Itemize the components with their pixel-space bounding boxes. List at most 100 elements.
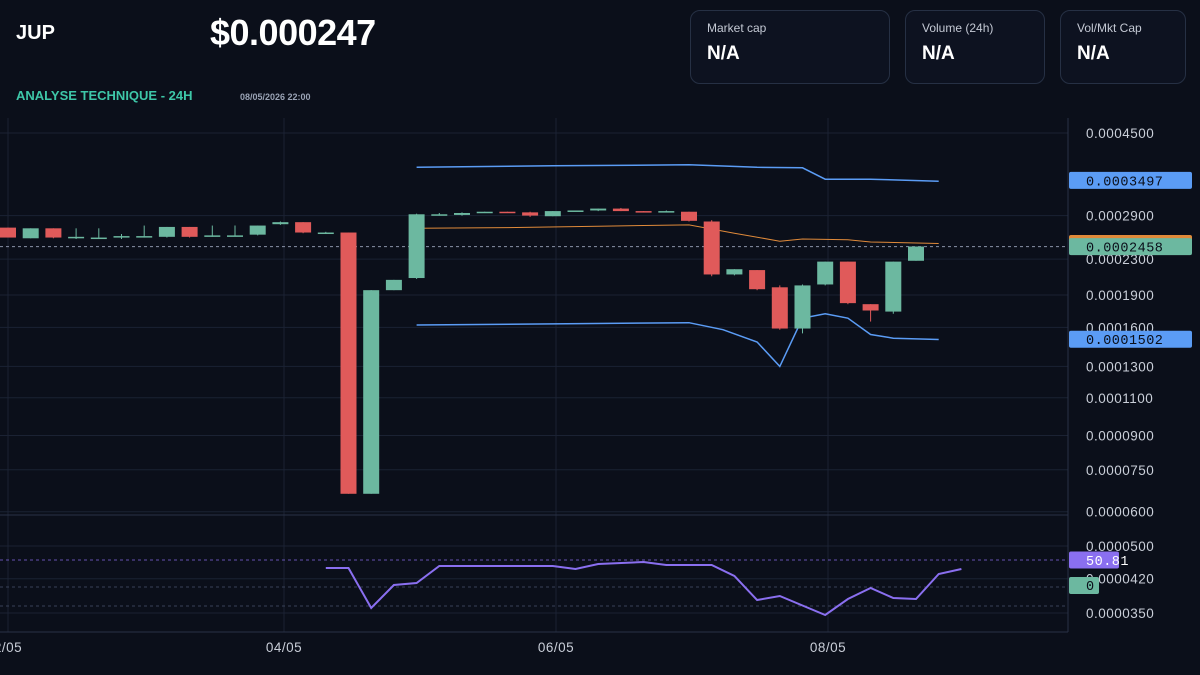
rsi-zero-tag: 0 [1069, 577, 1099, 595]
candle-body [385, 279, 402, 291]
candle-12 [272, 221, 289, 225]
x-tick-label: 2/05 [0, 640, 22, 655]
candle-body [817, 261, 834, 285]
rsi-line [325, 560, 962, 617]
candle-body [363, 290, 380, 494]
candle-30 [681, 211, 697, 222]
volume-card: Volume (24h) N/A [905, 10, 1045, 84]
candle-1 [22, 228, 39, 239]
rsi-zero-label: 0 [1086, 580, 1095, 595]
price-tag-bg [1069, 330, 1192, 348]
current-price: $0.000247 [210, 12, 376, 53]
candle-body [794, 285, 811, 329]
candle-body [158, 226, 175, 237]
candle-body [590, 208, 607, 211]
candle-8 [181, 226, 198, 238]
candle-body [681, 211, 697, 221]
x-tick-label: 06/05 [538, 640, 574, 655]
price-tag-bg [1069, 171, 1192, 189]
candle-body [454, 213, 470, 215]
candle-body [658, 211, 675, 213]
candle-body [476, 211, 493, 214]
candle-25 [567, 210, 584, 212]
candle-body [136, 236, 153, 238]
y-tick-label: 0.0000500 [1086, 539, 1154, 554]
y-tick-label: 0.0004500 [1086, 126, 1154, 141]
y-tick-label: 0.0000600 [1086, 505, 1154, 520]
price-tag-label: 0.0003497 [1086, 175, 1163, 190]
candle-body [522, 212, 539, 216]
candle-body [771, 287, 788, 329]
candle-39 [885, 261, 902, 314]
candle-20 [454, 212, 470, 216]
bollinger-upper-line [416, 164, 939, 183]
y-tick-label: 0.0001900 [1086, 288, 1154, 303]
candle-15 [340, 232, 357, 494]
candle-body [749, 270, 766, 290]
candle-body [703, 221, 720, 275]
candle-body [635, 211, 652, 213]
volume-label: Volume (24h) [922, 21, 994, 35]
bollinger-lower-line [416, 313, 939, 368]
volume-value: N/A [922, 43, 955, 64]
candle-34 [771, 285, 788, 330]
candle-body [567, 210, 584, 212]
candle-2 [45, 228, 62, 239]
vol-mkt-cap-card: Vol/Mkt Cap N/A [1060, 10, 1186, 84]
candle-body [340, 232, 357, 494]
candle-body [839, 261, 856, 304]
candle-17 [385, 279, 402, 291]
rsi-value-tag-bg [1069, 551, 1119, 569]
analysis-timestamp: 08/05/2026 22:00 [240, 92, 311, 102]
candle-26 [590, 208, 607, 212]
y-tick-label: 0.0000900 [1086, 428, 1154, 443]
candle-body [862, 304, 879, 311]
price-tag-2: 0.0002458 [1069, 238, 1192, 257]
candle-body [45, 228, 62, 238]
candle-32 [726, 269, 743, 276]
market-cap-card: Market cap N/A [690, 10, 890, 84]
candle-body [544, 211, 561, 217]
price-tag-label: 0.0001502 [1086, 334, 1163, 349]
candle-body [181, 226, 198, 237]
candle-body [227, 235, 243, 237]
candle-0 [0, 227, 16, 238]
candle-40 [908, 246, 924, 261]
candle-body [317, 232, 334, 235]
candle-33 [749, 270, 766, 291]
candle-37 [839, 261, 856, 305]
x-tick-label: 04/05 [266, 640, 302, 655]
candle-body [295, 222, 312, 233]
candle-body [204, 235, 221, 237]
candle-body [68, 236, 85, 239]
rsi-value-tag: 50.81 [1069, 551, 1129, 570]
price-tag-label: 0.0002458 [1086, 242, 1163, 257]
candle-body [90, 237, 107, 240]
analysis-title: ANALYSE TECHNIQUE - 24H [16, 88, 193, 103]
candle-36 [817, 261, 834, 286]
candle-14 [317, 231, 334, 235]
candle-18 [408, 213, 425, 279]
price-tag-bg [1069, 238, 1192, 256]
vol-mkt-cap-value: N/A [1077, 43, 1110, 64]
candle-35 [794, 284, 811, 334]
y-tick-label: 0.0001100 [1086, 391, 1153, 406]
candle-body [499, 211, 516, 214]
market-cap-label: Market cap [707, 21, 767, 35]
candle-body [408, 214, 425, 279]
candle-body [249, 225, 266, 235]
y-tick-label: 0.0000750 [1086, 463, 1154, 478]
candle-19 [431, 213, 448, 216]
candle-5 [113, 233, 130, 240]
candle-29 [658, 210, 675, 213]
rsi-value-label: 50.81 [1086, 555, 1129, 570]
candle-10 [227, 225, 243, 237]
candle-31 [703, 220, 720, 277]
candle-38 [862, 304, 879, 322]
price-tag-3: 0.0001502 [1069, 330, 1192, 349]
candle-body [0, 227, 16, 238]
candle-body [726, 269, 743, 275]
candle-11 [249, 225, 266, 236]
market-cap-value: N/A [707, 43, 740, 64]
